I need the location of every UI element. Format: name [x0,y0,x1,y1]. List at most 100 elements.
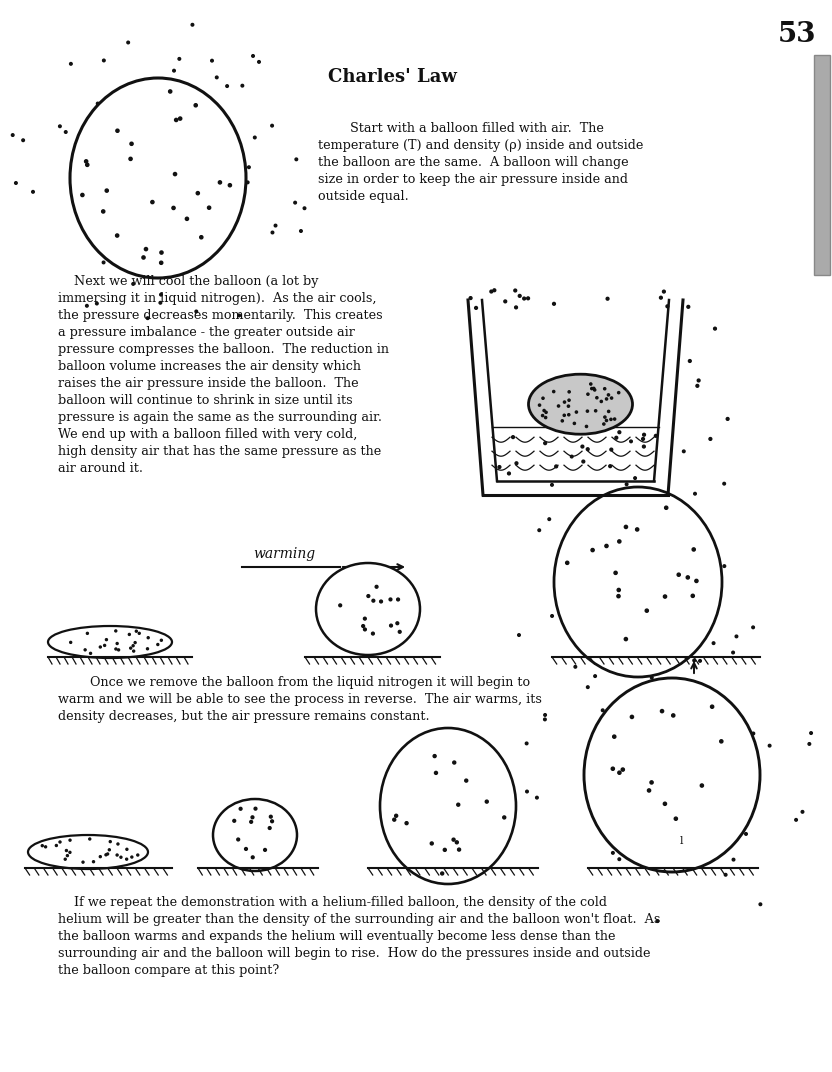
Circle shape [660,296,662,299]
Circle shape [693,659,696,661]
Circle shape [430,842,433,845]
Circle shape [196,192,200,195]
Circle shape [195,310,197,313]
Circle shape [105,189,108,192]
Circle shape [607,297,609,300]
Circle shape [636,527,639,531]
Circle shape [709,437,712,441]
Circle shape [682,450,685,452]
Circle shape [393,818,396,821]
Circle shape [108,849,111,851]
Circle shape [434,772,438,774]
Circle shape [642,433,646,436]
Circle shape [701,784,704,787]
Circle shape [339,604,342,607]
Circle shape [254,136,256,138]
Ellipse shape [380,728,516,884]
Circle shape [590,383,592,385]
Circle shape [32,191,34,193]
Ellipse shape [584,678,760,872]
Circle shape [543,718,547,720]
Circle shape [364,628,366,630]
Circle shape [555,465,557,467]
Circle shape [605,545,608,548]
Circle shape [651,676,653,679]
Circle shape [142,256,145,259]
Circle shape [104,644,106,646]
Circle shape [617,391,620,393]
Text: If we repeat the demonstration with a helium-filled balloon, the density of the : If we repeat the demonstration with a he… [58,896,661,977]
Ellipse shape [316,563,420,655]
Circle shape [609,465,612,467]
Circle shape [712,642,715,644]
Circle shape [254,807,257,810]
Circle shape [465,779,468,783]
Circle shape [86,304,88,307]
Circle shape [691,594,695,597]
Circle shape [218,181,221,184]
Circle shape [603,388,606,390]
Circle shape [536,796,538,799]
Circle shape [270,124,274,126]
Circle shape [647,789,651,792]
Circle shape [606,398,607,400]
Circle shape [593,389,596,391]
Circle shape [396,622,399,625]
Circle shape [270,816,272,818]
Circle shape [469,297,472,299]
Circle shape [607,393,610,396]
Circle shape [116,234,119,237]
Circle shape [611,397,612,399]
Circle shape [567,405,570,407]
Circle shape [490,291,493,293]
Circle shape [126,41,130,44]
Circle shape [99,855,102,858]
Circle shape [82,861,84,863]
Circle shape [151,200,154,204]
Circle shape [543,410,545,412]
Circle shape [752,732,755,734]
Circle shape [389,598,392,600]
Circle shape [663,595,666,598]
Circle shape [574,666,577,668]
Circle shape [109,840,111,843]
Circle shape [115,647,116,650]
Circle shape [732,651,735,654]
Text: Charles' Law: Charles' Law [328,68,457,86]
Circle shape [562,420,563,422]
Circle shape [493,288,496,292]
Circle shape [563,414,566,416]
Circle shape [405,821,408,824]
Circle shape [441,872,443,875]
Circle shape [367,595,369,597]
Circle shape [504,300,507,302]
Circle shape [136,854,139,857]
Circle shape [145,248,147,251]
Circle shape [433,755,436,758]
Circle shape [692,548,696,551]
Text: l: l [680,836,684,846]
Circle shape [69,851,71,853]
Circle shape [67,854,68,857]
Circle shape [453,761,456,764]
Circle shape [518,295,521,297]
Text: 53: 53 [778,21,816,48]
Circle shape [245,848,247,850]
Circle shape [241,85,244,87]
Circle shape [810,732,812,734]
Text: Once we remove the balloon from the liquid nitrogen it will begin to
warm and we: Once we remove the balloon from the liqu… [58,676,542,723]
Circle shape [696,385,699,387]
Circle shape [515,462,518,464]
Circle shape [666,304,669,308]
Circle shape [538,528,541,532]
Circle shape [581,445,584,448]
Circle shape [87,632,88,635]
Circle shape [686,576,690,579]
Circle shape [215,76,218,78]
Ellipse shape [28,835,148,869]
Circle shape [795,819,797,821]
Circle shape [714,327,716,330]
Circle shape [179,117,181,120]
Circle shape [527,297,529,300]
Circle shape [238,314,240,317]
